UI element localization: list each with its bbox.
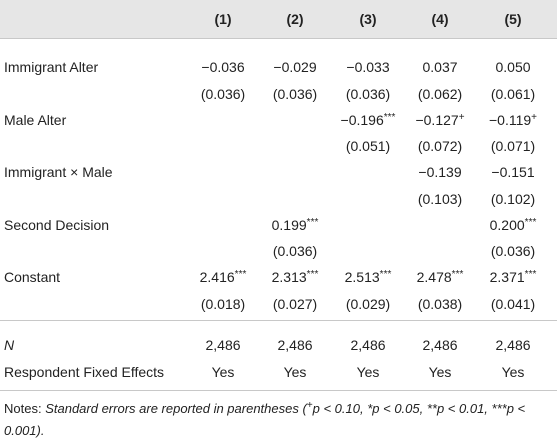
estimate: 2.416: [199, 269, 235, 285]
estimate-cell: −0.029: [273, 58, 316, 76]
footer-value: 2,486: [205, 337, 241, 353]
rule: [0, 38, 557, 39]
row-label: Constant: [4, 269, 61, 285]
footer-value: Yes: [501, 364, 525, 380]
significance: ***: [524, 216, 537, 228]
significance: ***: [306, 216, 319, 228]
estimate: 0.199: [271, 216, 307, 233]
estimate: −0.033: [346, 59, 390, 75]
estimate-cell: −0.036: [201, 58, 244, 76]
estimate: 0.200: [489, 216, 525, 233]
estimate: −0.139: [418, 164, 462, 180]
estimate-cell: −0.139: [418, 163, 461, 181]
row-label: Immigrant Alter: [4, 59, 99, 75]
estimate-cell: 0.037: [422, 58, 457, 76]
significance: +: [531, 111, 538, 123]
estimate-cell: 2.513***: [345, 268, 392, 286]
estimate-cell: −0.119+: [489, 111, 537, 129]
std-error: (0.036): [345, 85, 391, 102]
std-error: (0.036): [272, 243, 318, 259]
significance: ***: [306, 269, 319, 280]
footer-value: 2,486: [277, 337, 313, 353]
estimate-cell: −0.196***: [341, 111, 396, 129]
estimate: −0.196: [340, 111, 384, 128]
column-header: (5): [504, 11, 522, 27]
footer-value: Yes: [356, 364, 380, 380]
estimate-cell: 0.200***: [490, 216, 537, 234]
header-band: [0, 0, 557, 38]
std-error: (0.029): [345, 295, 391, 312]
row-label: Male Alter: [4, 111, 67, 128]
footer-value: Yes: [211, 364, 235, 380]
rule: [0, 320, 557, 321]
estimate: 2.513: [344, 269, 380, 285]
notes-rest: p < 0.10, *p < 0.05, **p < 0.01, ***p < …: [4, 401, 526, 438]
std-error: (0.071): [490, 138, 536, 154]
std-error: (0.072): [417, 138, 463, 154]
estimate: −0.127: [415, 111, 459, 128]
row-label: N: [4, 337, 15, 353]
footer-value: Yes: [283, 364, 307, 380]
estimate-cell: −0.151: [491, 163, 534, 181]
notes-sup: +: [306, 400, 313, 411]
estimate: 0.037: [422, 59, 458, 75]
estimate: 0.050: [495, 59, 531, 75]
std-error: (0.036): [272, 85, 318, 102]
significance: +: [458, 111, 465, 123]
column-header: (4): [431, 11, 449, 27]
row-label: Immigrant × Male: [4, 164, 113, 180]
estimate: 2.313: [271, 269, 307, 285]
estimate-cell: 0.050: [495, 58, 530, 76]
std-error: (0.018): [200, 295, 246, 312]
footer-value: 2,486: [350, 337, 386, 353]
std-error: (0.103): [417, 190, 463, 207]
std-error: (0.036): [200, 85, 246, 102]
estimate: 2.371: [489, 269, 525, 285]
estimate-cell: 0.199***: [272, 216, 319, 234]
estimate-cell: 2.313***: [272, 268, 319, 286]
footer-value: Yes: [428, 364, 452, 380]
estimate-cell: 2.371***: [490, 268, 537, 286]
estimate-cell: −0.033: [346, 58, 389, 76]
estimate-cell: −0.127+: [415, 111, 464, 129]
estimate-cell: 2.478***: [417, 268, 464, 286]
std-error: (0.061): [490, 85, 536, 102]
std-error: (0.041): [490, 295, 536, 312]
significance: ***: [524, 269, 537, 280]
std-error: (0.051): [345, 138, 391, 154]
notes-label: Notes:: [4, 401, 42, 416]
significance: ***: [379, 269, 392, 280]
rule: [0, 390, 557, 391]
estimate: −0.036: [201, 59, 245, 75]
row-label: Second Decision: [4, 216, 110, 233]
row-label: Respondent Fixed Effects: [4, 364, 165, 380]
estimate-cell: 2.416***: [200, 268, 247, 286]
footer-value: 2,486: [422, 337, 458, 353]
estimate: −0.119: [488, 111, 532, 128]
notes: Notes: Standard errors are reported in p…: [4, 398, 549, 442]
estimate: 2.478: [416, 269, 452, 285]
column-header: (2): [286, 11, 304, 27]
significance: ***: [383, 111, 396, 123]
footer-value: 2,486: [495, 337, 531, 353]
std-error: (0.038): [417, 295, 463, 312]
estimate: −0.151: [491, 164, 535, 180]
significance: ***: [451, 269, 464, 280]
notes-text: Standard errors are reported in parenthe…: [45, 401, 307, 416]
std-error: (0.062): [417, 85, 463, 102]
std-error: (0.036): [490, 243, 536, 259]
column-header: (3): [359, 11, 377, 27]
std-error: (0.027): [272, 295, 318, 312]
estimate: −0.029: [273, 59, 317, 75]
significance: ***: [234, 269, 247, 280]
std-error: (0.102): [490, 190, 536, 207]
column-header: (1): [214, 11, 232, 27]
